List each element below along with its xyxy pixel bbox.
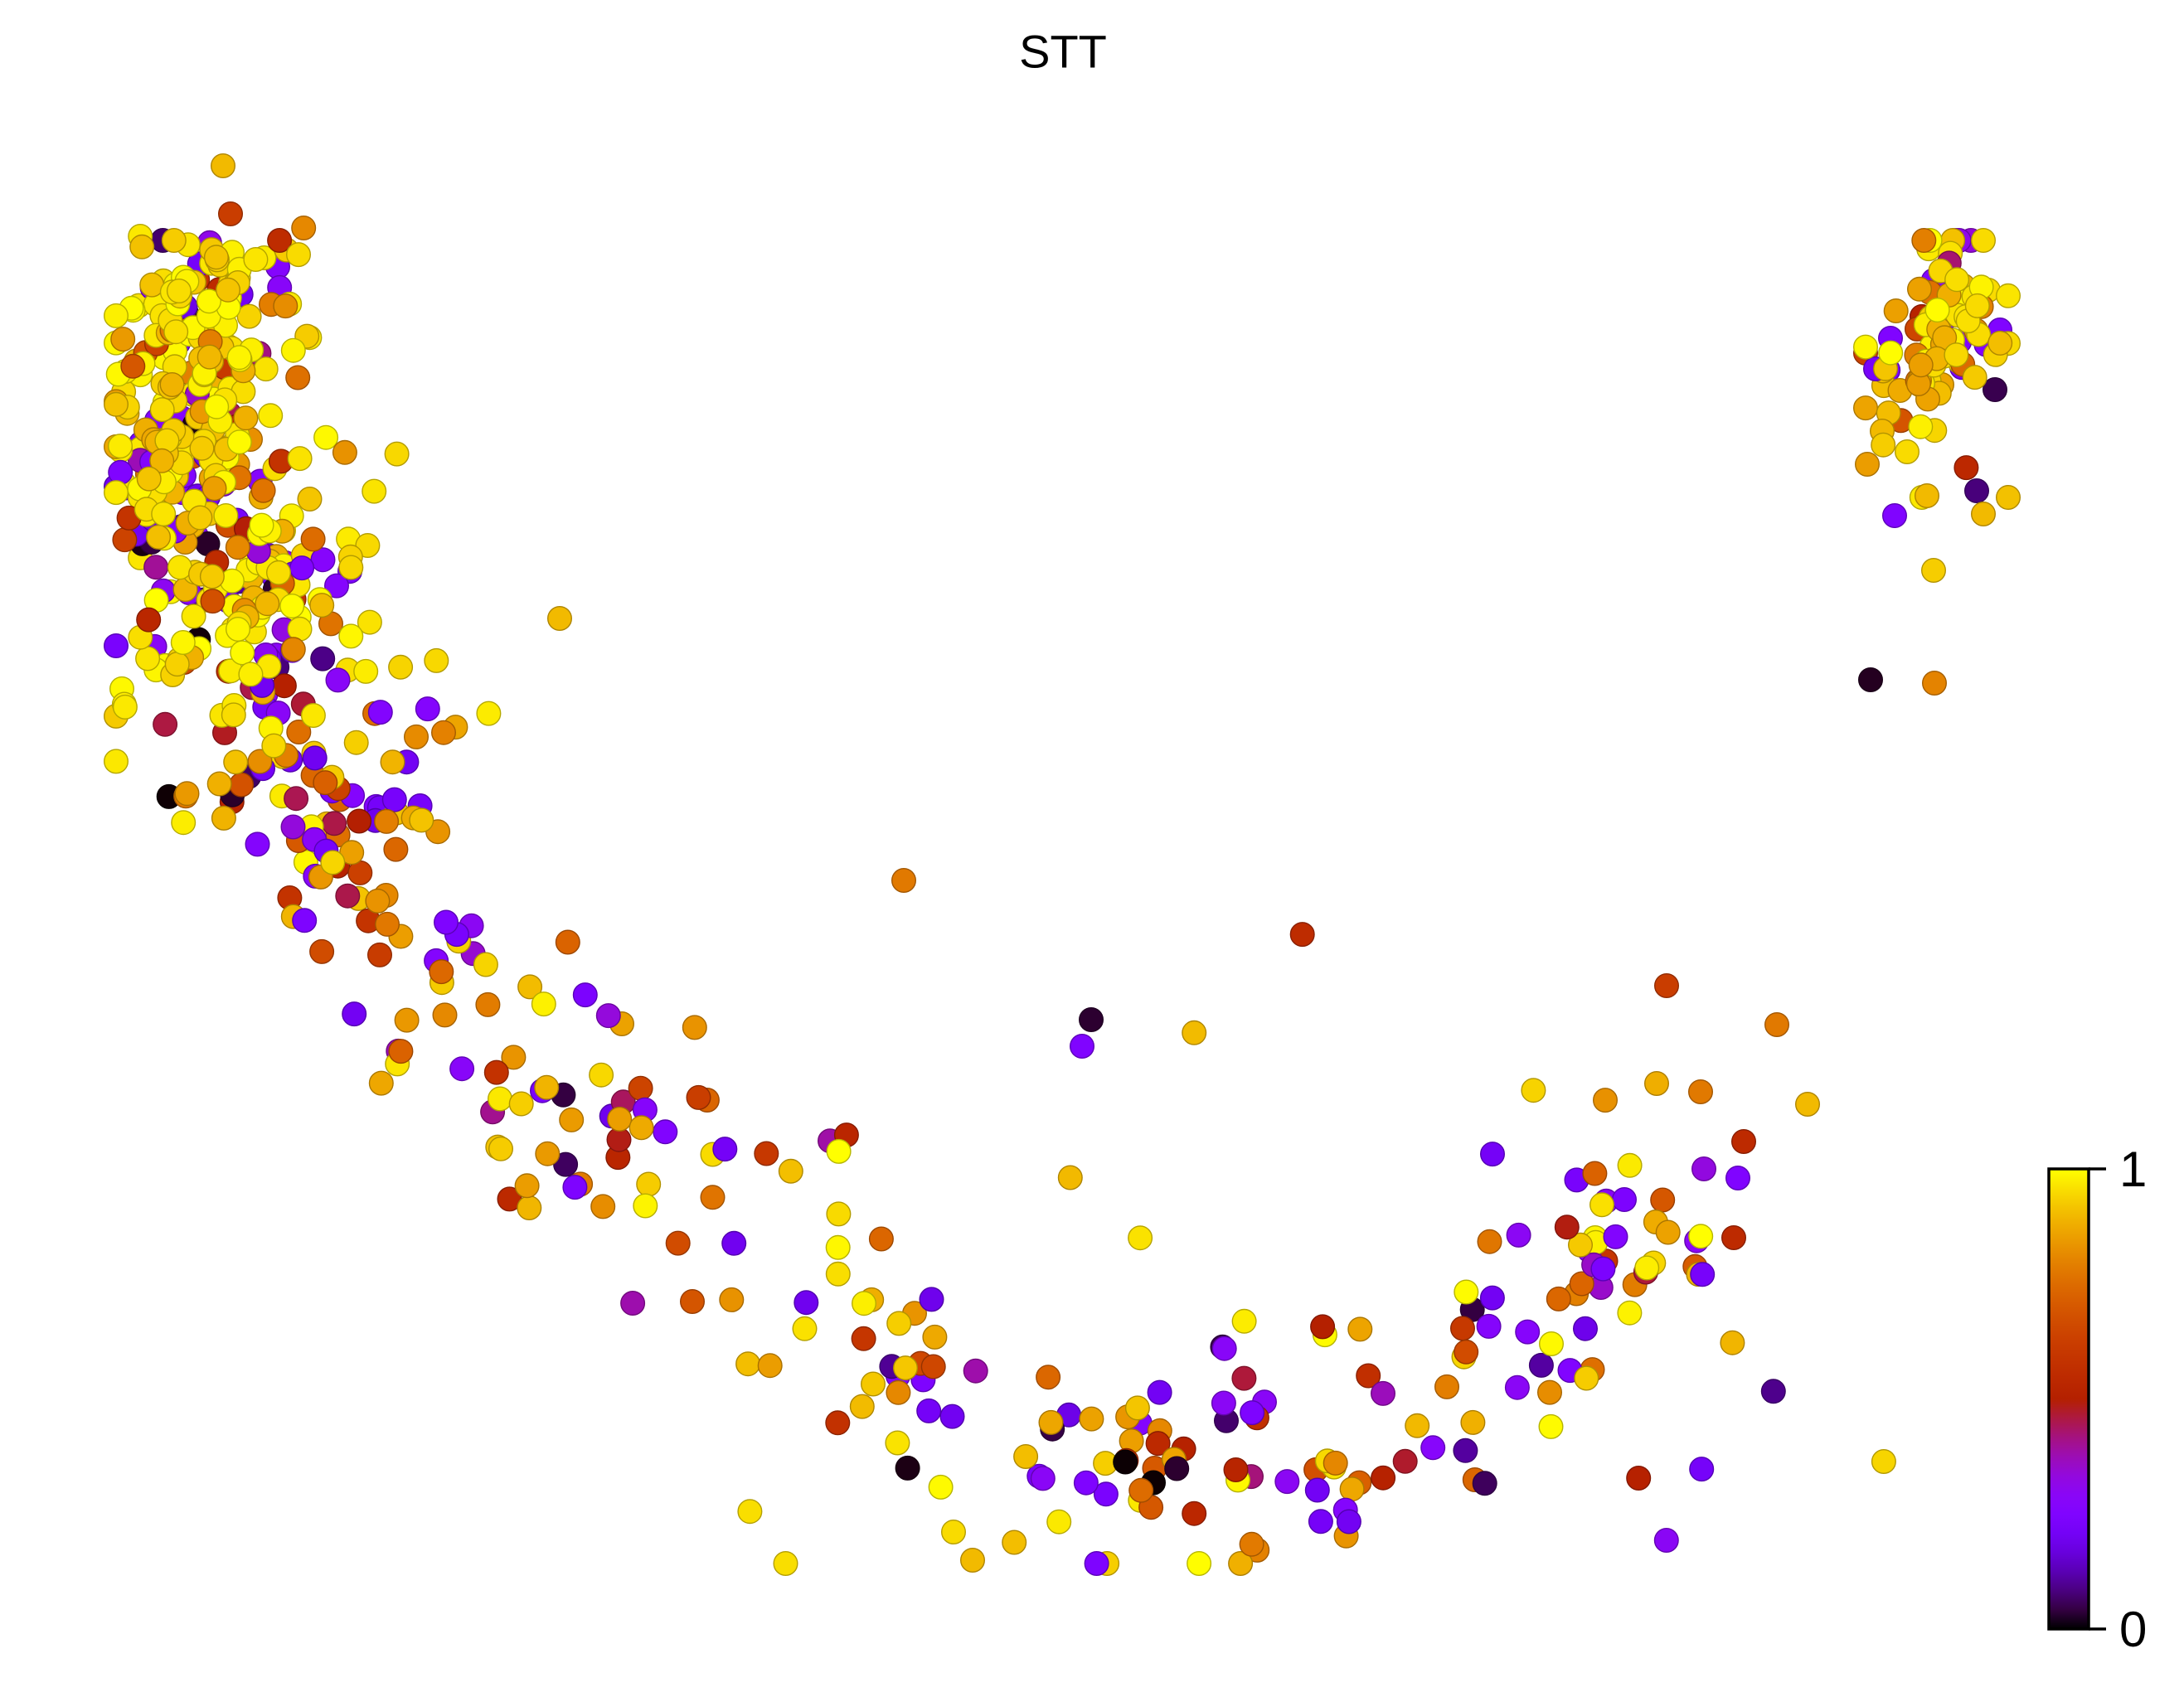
svg-text:STT: STT <box>1019 26 1107 78</box>
svg-text:1: 1 <box>2119 1142 2147 1197</box>
svg-text:0: 0 <box>2119 1602 2147 1657</box>
